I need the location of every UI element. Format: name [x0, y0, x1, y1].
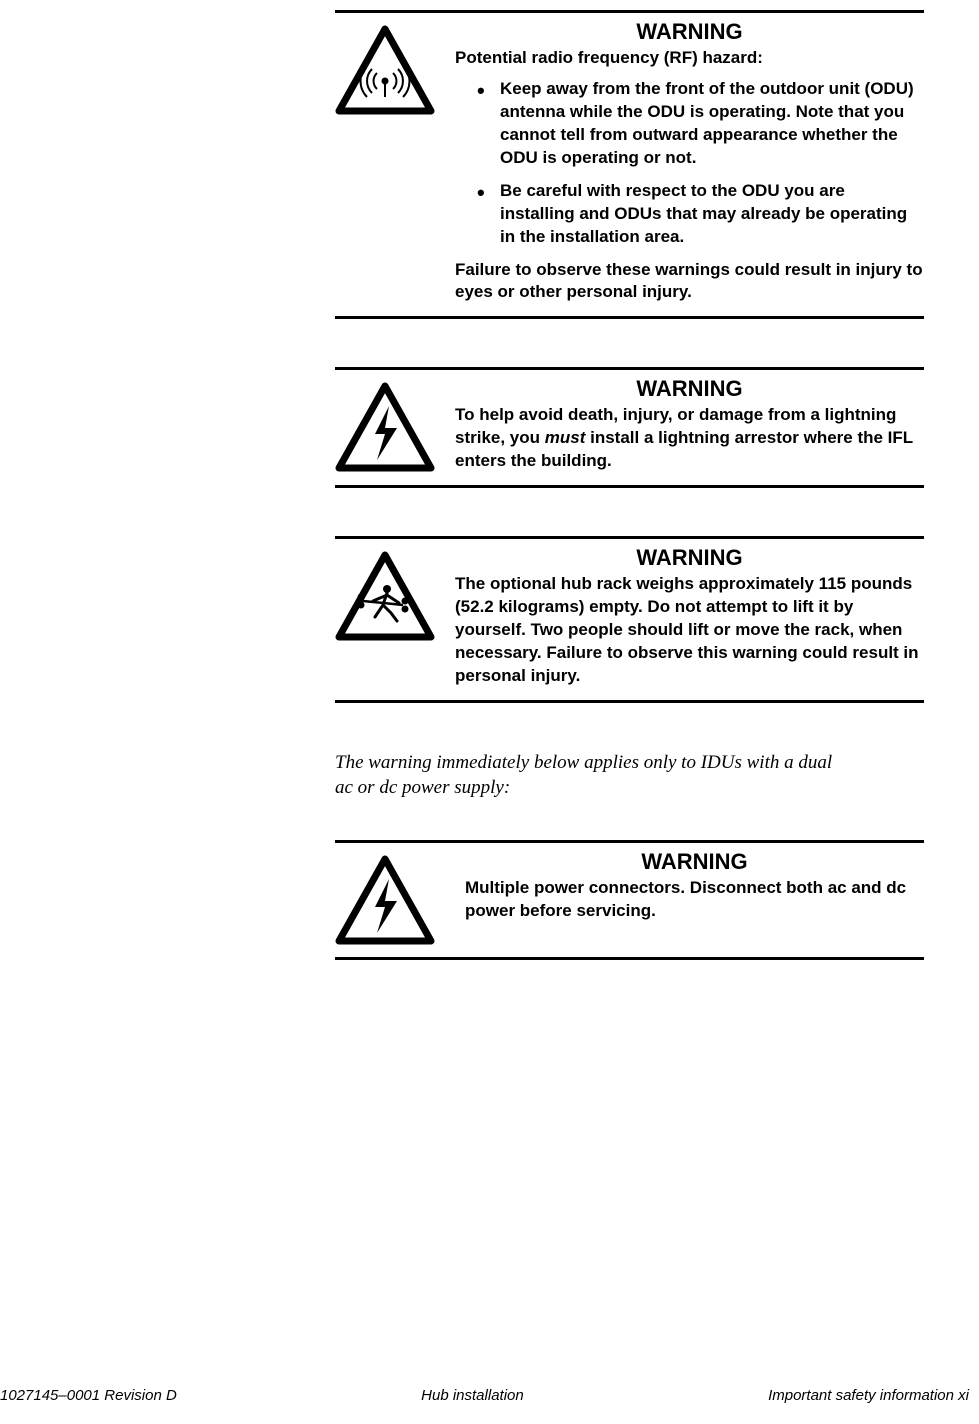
warning-title: WARNING: [455, 376, 924, 402]
warning-body-em: must: [545, 428, 586, 447]
warning-text: WARNING To help avoid death, injury, or …: [445, 376, 924, 473]
warning-bullet-list: Keep away from the front of the outdoor …: [455, 78, 924, 249]
footer-section-page: Important safety information xi: [768, 1387, 969, 1404]
warning-footer-text: Failure to observe these warnings could …: [455, 259, 924, 305]
warning-bullet: Keep away from the front of the outdoor …: [455, 78, 924, 170]
warning-body: The optional hub rack weighs approximate…: [455, 573, 924, 688]
warning-row: WARNING Multiple power connectors. Disco…: [335, 843, 924, 957]
warning-text: WARNING Potential radio frequency (RF) h…: [445, 19, 924, 304]
warning-text: WARNING Multiple power connectors. Disco…: [445, 849, 924, 945]
warning-subtitle: Potential radio frequency (RF) hazard:: [455, 47, 924, 70]
warning-body: To help avoid death, injury, or damage f…: [455, 404, 924, 473]
footer-doc-title: Hub installation: [421, 1387, 524, 1404]
electrical-warning-icon: [335, 855, 435, 945]
electrical-warning-icon: [335, 382, 435, 472]
rf-warning-icon: [335, 25, 435, 115]
warning-row: WARNING Potential radio frequency (RF) h…: [335, 13, 924, 316]
warning-heavy-lift: WARNING The optional hub rack weighs app…: [335, 536, 924, 703]
warning-title: WARNING: [455, 545, 924, 571]
icon-column: [335, 376, 445, 473]
interstitial-note: The warning immediately below applies on…: [335, 751, 924, 800]
warning-rf-hazard: WARNING Potential radio frequency (RF) h…: [335, 10, 924, 319]
icon-column: [335, 849, 445, 945]
warning-bullet: Be careful with respect to the ODU you a…: [455, 180, 924, 249]
warning-body: Multiple power connectors. Disconnect bo…: [465, 877, 924, 923]
icon-column: [335, 19, 445, 304]
warning-title: WARNING: [455, 19, 924, 45]
page-footer: 1027145–0001 Revision D Hub installation…: [0, 1387, 979, 1404]
icon-column: [335, 545, 445, 688]
warning-row: WARNING The optional hub rack weighs app…: [335, 539, 924, 700]
heavy-lift-warning-icon: [335, 551, 435, 641]
warning-multiple-power: WARNING Multiple power connectors. Disco…: [335, 840, 924, 960]
warning-row: WARNING To help avoid death, injury, or …: [335, 370, 924, 485]
warning-text: WARNING The optional hub rack weighs app…: [445, 545, 924, 688]
footer-doc-id: 1027145–0001 Revision D: [0, 1387, 177, 1404]
warning-title: WARNING: [465, 849, 924, 875]
warning-lightning: WARNING To help avoid death, injury, or …: [335, 367, 924, 488]
